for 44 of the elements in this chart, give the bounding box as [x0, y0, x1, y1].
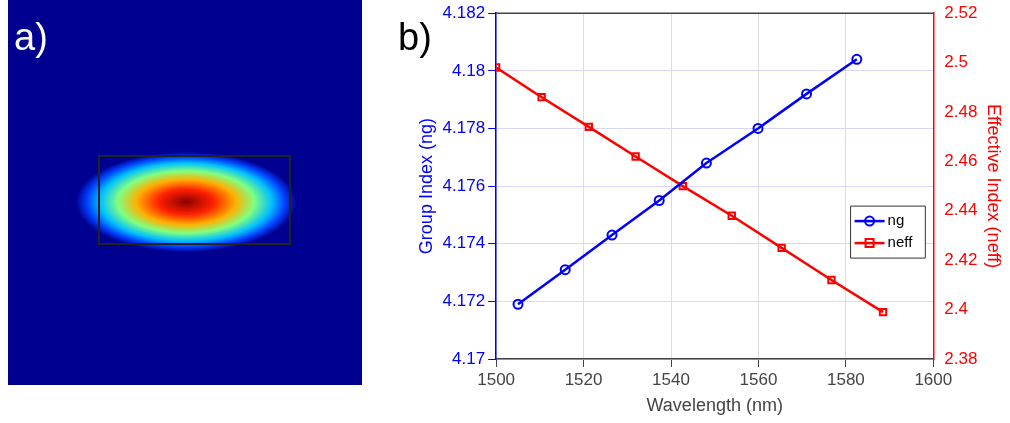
point	[801, 88, 813, 100]
x-tick-label: 1540	[652, 369, 690, 389]
point	[851, 53, 863, 65]
x-tick-label: 1600	[914, 369, 953, 389]
y2-tick-label: 2.46	[944, 151, 978, 171]
y2-tick-label: 2.4	[944, 299, 968, 319]
point	[631, 152, 640, 161]
point	[512, 298, 524, 310]
text: b)	[398, 16, 432, 59]
y2-tick-label: 2.42	[944, 249, 978, 269]
point	[653, 195, 665, 207]
point	[584, 122, 593, 131]
point	[878, 307, 888, 317]
x-axis-title: Wavelength (nm)	[646, 395, 783, 416]
point	[727, 211, 736, 220]
legend-label: ng	[887, 211, 905, 229]
point	[559, 264, 571, 276]
y-tick-label: 4.182	[442, 2, 486, 22]
y2-tick-label: 2.48	[944, 101, 978, 121]
point	[752, 122, 764, 134]
y2-axis-title: Effective Index (neff)	[984, 103, 1005, 269]
legend-label: neff	[887, 233, 914, 251]
text: a)	[14, 16, 48, 59]
y2-tick-label: 2.38	[944, 348, 978, 368]
y-tick-label: 4.18	[452, 60, 486, 80]
point	[537, 93, 546, 102]
x-tick-label: 1500	[477, 369, 516, 389]
point	[700, 157, 712, 169]
y2-tick-label: 2.52	[944, 2, 978, 22]
y-tick-label: 4.172	[442, 291, 486, 311]
point	[827, 275, 836, 285]
y-tick-label: 4.17	[452, 348, 486, 368]
y2-tick-label: 2.5	[944, 52, 968, 72]
y-tick-label: 4.178	[442, 118, 486, 138]
y-tick-label: 4.176	[442, 175, 486, 195]
x-tick-label: 1560	[739, 369, 778, 389]
point	[678, 181, 687, 191]
y-axis-title: Group Index (ng)	[415, 118, 436, 255]
x-tick-label: 1520	[564, 369, 603, 389]
x-tick-label: 1580	[826, 369, 865, 389]
y-tick-label: 4.174	[442, 233, 486, 253]
y2-tick-label: 2.44	[944, 200, 978, 220]
point	[777, 243, 786, 253]
point	[606, 229, 618, 241]
